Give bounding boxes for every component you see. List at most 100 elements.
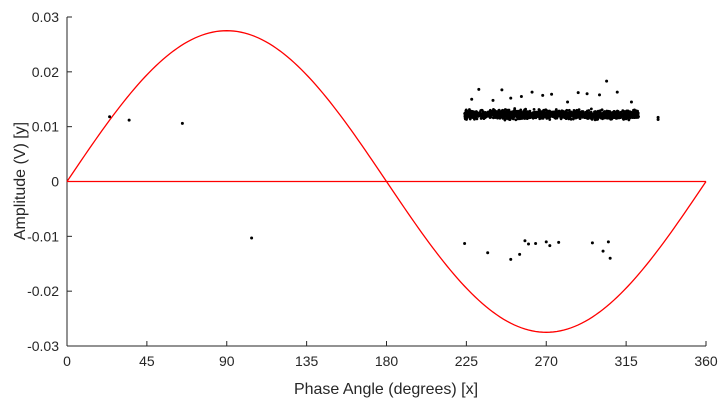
data-point: [598, 93, 601, 97]
data-point: [603, 112, 606, 116]
y-tick-label: -0.01: [27, 228, 59, 244]
data-point: [467, 111, 470, 114]
data-point: [584, 112, 587, 116]
data-point: [108, 115, 112, 119]
data-point: [565, 112, 568, 116]
data-point: [613, 113, 617, 117]
data-point: [542, 114, 545, 118]
x-tick-label: 135: [295, 353, 319, 369]
data-point: [576, 91, 580, 95]
data-point: [509, 257, 513, 261]
data-point: [497, 109, 501, 112]
data-point: [479, 117, 483, 120]
data-point: [585, 92, 589, 96]
x-tick-label: 360: [694, 353, 718, 369]
tick-labels: 0 45 90 135 180 225 270 315 3600.030.020.010-0.0…: [27, 9, 718, 369]
x-tick-label: 180: [375, 353, 399, 369]
data-point: [534, 241, 538, 245]
data-point: [514, 113, 517, 117]
data-point: [538, 112, 542, 116]
data-point: [598, 110, 602, 114]
data-point: [542, 109, 546, 113]
data-point: [541, 93, 545, 97]
data-point: [518, 252, 522, 256]
data-point: [507, 108, 511, 112]
data-point: [510, 115, 514, 119]
data-point: [503, 118, 507, 122]
x-axis-title: Phase Angle (degrees) [x]: [294, 381, 478, 398]
data-point: [607, 114, 611, 118]
data-point: [556, 114, 560, 117]
data-point: [532, 108, 536, 111]
data-point: [574, 114, 578, 118]
data-point: [607, 109, 610, 113]
data-point: [550, 92, 554, 96]
data-point: [524, 110, 527, 114]
data-point: [595, 118, 599, 121]
data-point: [634, 109, 638, 113]
data-point: [626, 116, 629, 120]
data-point: [615, 114, 619, 117]
data-point: [560, 110, 563, 114]
data-point: [567, 108, 571, 112]
data-point: [570, 114, 573, 117]
data-point: [656, 115, 660, 119]
data-point: [500, 109, 504, 113]
data-point: [555, 110, 559, 113]
data-point: [488, 116, 492, 119]
data-point: [464, 114, 468, 117]
data-point: [496, 116, 499, 120]
data-point: [545, 111, 549, 114]
data-point: [475, 111, 479, 114]
data-point: [530, 90, 534, 94]
data-point: [623, 112, 627, 116]
y-tick-label: 0: [51, 174, 59, 190]
data-point: [561, 115, 564, 119]
data-point: [519, 113, 523, 116]
data-point: [590, 116, 594, 120]
data-point: [524, 115, 528, 119]
data-point: [491, 98, 495, 102]
y-tick-label: 0.01: [32, 119, 59, 135]
data-point: [578, 110, 581, 114]
data-point: [468, 117, 472, 121]
data-point: [608, 256, 612, 260]
data-point: [577, 108, 581, 112]
data-point: [563, 110, 567, 113]
data-point: [601, 249, 605, 253]
data-point: [606, 240, 610, 244]
data-point: [534, 112, 538, 116]
data-point: [552, 110, 556, 114]
data-point: [595, 110, 598, 114]
data-point: [590, 241, 594, 245]
data-point: [500, 88, 504, 92]
data-point: [540, 116, 544, 120]
data-point: [519, 95, 523, 99]
data-point: [487, 111, 491, 115]
data-point: [463, 241, 467, 245]
data-point: [617, 116, 621, 120]
y-tick-label: -0.03: [27, 338, 59, 354]
data-point: [513, 107, 517, 110]
data-point: [620, 113, 624, 116]
data-point: [527, 242, 530, 246]
data-point: [464, 108, 468, 112]
data-point: [587, 114, 590, 118]
data-point: [515, 110, 519, 114]
reference-curves: [66, 30, 707, 333]
data-point: [605, 79, 609, 83]
data-point: [554, 114, 558, 117]
data-point: [516, 114, 520, 118]
x-tick-label: 270: [535, 353, 559, 369]
data-point: [633, 116, 637, 119]
scatter-points: [108, 79, 660, 261]
data-point: [601, 116, 605, 120]
data-point: [500, 114, 503, 118]
data-point: [557, 240, 561, 244]
data-point: [497, 111, 501, 115]
data-point: [656, 118, 660, 122]
data-point: [635, 112, 639, 116]
data-point: [503, 112, 507, 116]
data-point: [492, 107, 495, 111]
data-point: [507, 117, 511, 121]
